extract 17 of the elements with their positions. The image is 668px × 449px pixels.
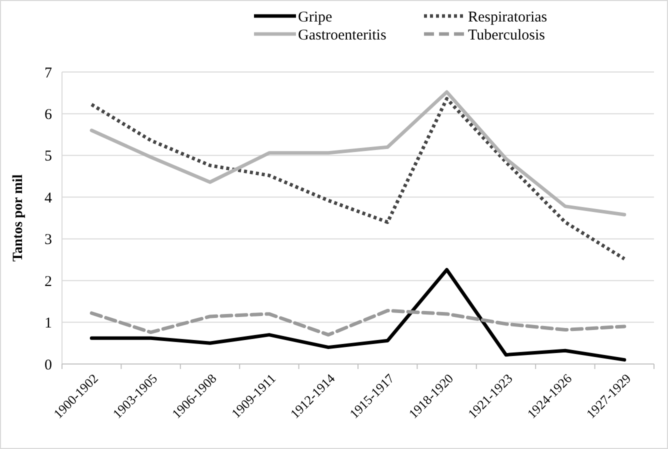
- legend-label: Respiratorias: [468, 9, 548, 26]
- line-series: [90, 268, 626, 362]
- y-tick-label: 5: [44, 148, 52, 165]
- legend-label: Tuberculosis: [468, 27, 546, 44]
- y-tick-label: 1: [44, 316, 52, 332]
- y-tick-label: 3: [44, 232, 52, 248]
- y-tick-label: 6: [44, 106, 52, 123]
- legend-label: Gastroenteritis: [298, 27, 386, 44]
- y-tick-label: 7: [44, 65, 52, 82]
- legend-label: Gripe: [298, 9, 332, 26]
- y-tick-label: 0: [44, 357, 52, 374]
- y-tick-label: 2: [44, 274, 52, 290]
- line-series: [90, 308, 626, 337]
- y-axis-title: Tantos por mil: [11, 174, 26, 262]
- line-series: [90, 96, 626, 261]
- y-tick-label: 4: [44, 190, 52, 206]
- line-series: [90, 90, 626, 216]
